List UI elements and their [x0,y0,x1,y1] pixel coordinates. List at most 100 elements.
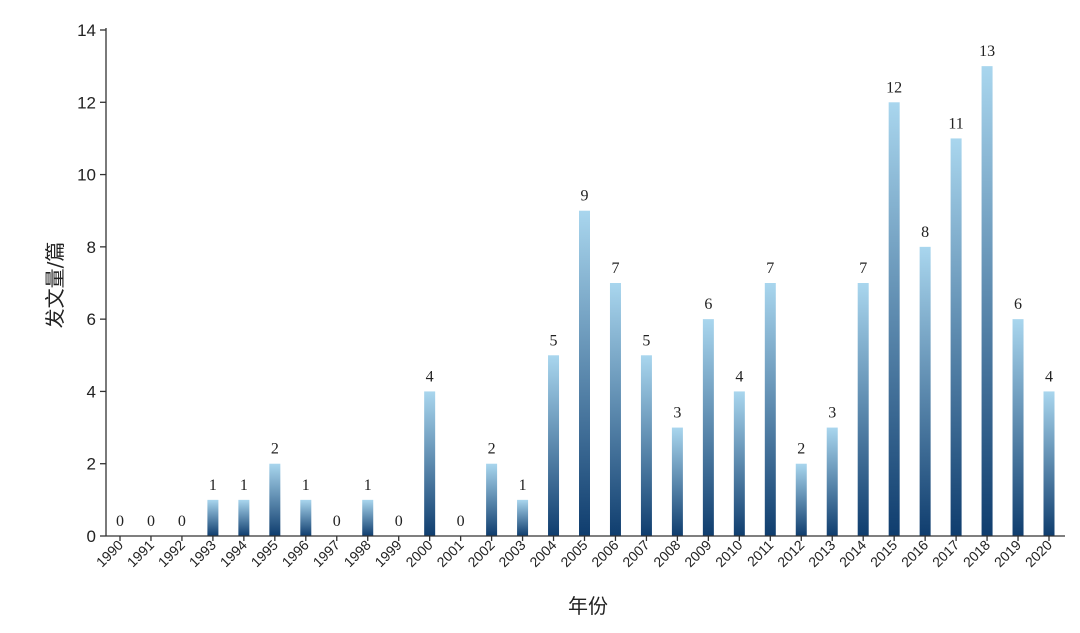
value-label-2007: 5 [642,332,650,349]
bar-2009 [702,319,714,536]
x-tick-label: 2013 [805,537,838,570]
value-label-2010: 4 [735,368,743,385]
value-label-1999: 0 [395,513,403,530]
y-tick-label: 4 [87,382,96,401]
bar-2015 [888,102,900,537]
x-tick-label: 2014 [836,537,869,570]
value-label-2015: 12 [886,79,902,96]
value-label-2020: 4 [1045,368,1053,385]
x-tick-label: 2015 [867,537,900,570]
x-tick-label: 2002 [464,537,497,570]
x-tick-label: 2008 [650,537,683,570]
x-tick-label: 2000 [402,537,435,570]
value-label-2009: 6 [704,296,712,313]
value-label-2004: 5 [550,332,558,349]
bar-2017 [950,138,962,536]
bar-2004 [548,355,560,536]
x-tick-label: 2018 [960,537,993,570]
x-tick-label: 2020 [1022,537,1055,570]
bar-2002 [486,463,498,536]
value-label-2008: 3 [673,405,681,422]
x-tick-label: 2012 [774,537,807,570]
bar-2013 [826,427,838,536]
bar-1994 [238,499,250,536]
value-label-1997: 0 [333,513,341,530]
bar-1996 [300,499,312,536]
x-tick-label: 2005 [557,537,590,570]
y-tick-label: 6 [87,310,96,329]
bar-2007 [640,355,652,536]
x-axis: 1990199119921993199419951996199719981999… [93,535,1065,570]
bar-2006 [609,283,621,536]
bar-2018 [981,66,993,537]
value-label-2000: 4 [426,368,434,385]
x-tick-label: 2019 [991,537,1024,570]
y-tick-label: 10 [77,166,96,185]
value-label-2005: 9 [581,188,589,205]
x-tick-label: 2010 [712,537,745,570]
value-label-2011: 7 [766,260,774,277]
bar-1995 [269,463,281,536]
y-axis-title: 发文量/篇 [43,242,67,329]
y-axis: 0 2 4 6 8 10 12 14 [77,21,107,546]
value-label-2012: 2 [797,441,805,458]
x-tick-label: 1999 [371,537,404,570]
value-label-2003: 1 [519,477,527,494]
bar-2020 [1043,391,1055,536]
x-tick-label: 2017 [929,537,962,570]
bar-2010 [733,391,745,536]
x-tick-label: 2009 [681,537,714,570]
value-label-1998: 1 [364,477,372,494]
x-tick-label: 1990 [93,537,126,570]
value-label-1992: 0 [178,513,186,530]
x-tick-label: 2007 [619,537,652,570]
y-tick-label: 14 [77,21,96,40]
x-tick-label: 1997 [310,537,343,570]
x-tick-label: 1996 [279,537,312,570]
value-label-2006: 7 [611,260,619,277]
value-label-1994: 1 [240,477,248,494]
value-label-1995: 2 [271,441,279,458]
value-label-2017: 11 [948,115,963,132]
x-tick-label: 1991 [124,537,157,570]
x-tick-label: 2001 [433,537,466,570]
x-tick-label: 1994 [217,537,250,570]
value-label-2018: 13 [979,43,995,60]
x-tick-label: 2004 [526,537,559,570]
bar-2011 [764,283,776,536]
bar-2012 [795,463,807,536]
y-tick-label: 2 [87,455,96,474]
bar-2014 [857,283,869,536]
value-label-2014: 7 [859,260,867,277]
x-tick-label: 2011 [744,537,777,570]
x-tick-label: 2006 [588,537,621,570]
y-tick-label: 12 [77,93,96,112]
x-tick-label: 2003 [495,537,528,570]
bar-2000 [424,391,436,536]
bars-layer [207,66,1055,537]
x-tick-label: 1998 [341,537,374,570]
bar-2016 [919,246,931,536]
x-tick-label: 1993 [186,537,219,570]
value-label-2013: 3 [828,405,836,422]
bar-1998 [362,499,374,536]
value-label-2002: 2 [488,441,496,458]
bar-2003 [517,499,529,536]
value-label-1993: 1 [209,477,217,494]
x-tick-label: 1995 [248,537,281,570]
value-label-1990: 0 [116,513,124,530]
value-label-1991: 0 [147,513,155,530]
x-tick-label: 2016 [898,537,931,570]
y-tick-label: 8 [87,238,96,257]
x-axis-title: 年份 [568,594,608,618]
value-label-2019: 6 [1014,296,1022,313]
value-label-1996: 1 [302,477,310,494]
value-label-2016: 8 [921,224,929,241]
value-label-2001: 0 [457,513,465,530]
bar-2019 [1012,319,1024,536]
bar-2008 [671,427,683,536]
x-tick-label: 1992 [155,537,188,570]
